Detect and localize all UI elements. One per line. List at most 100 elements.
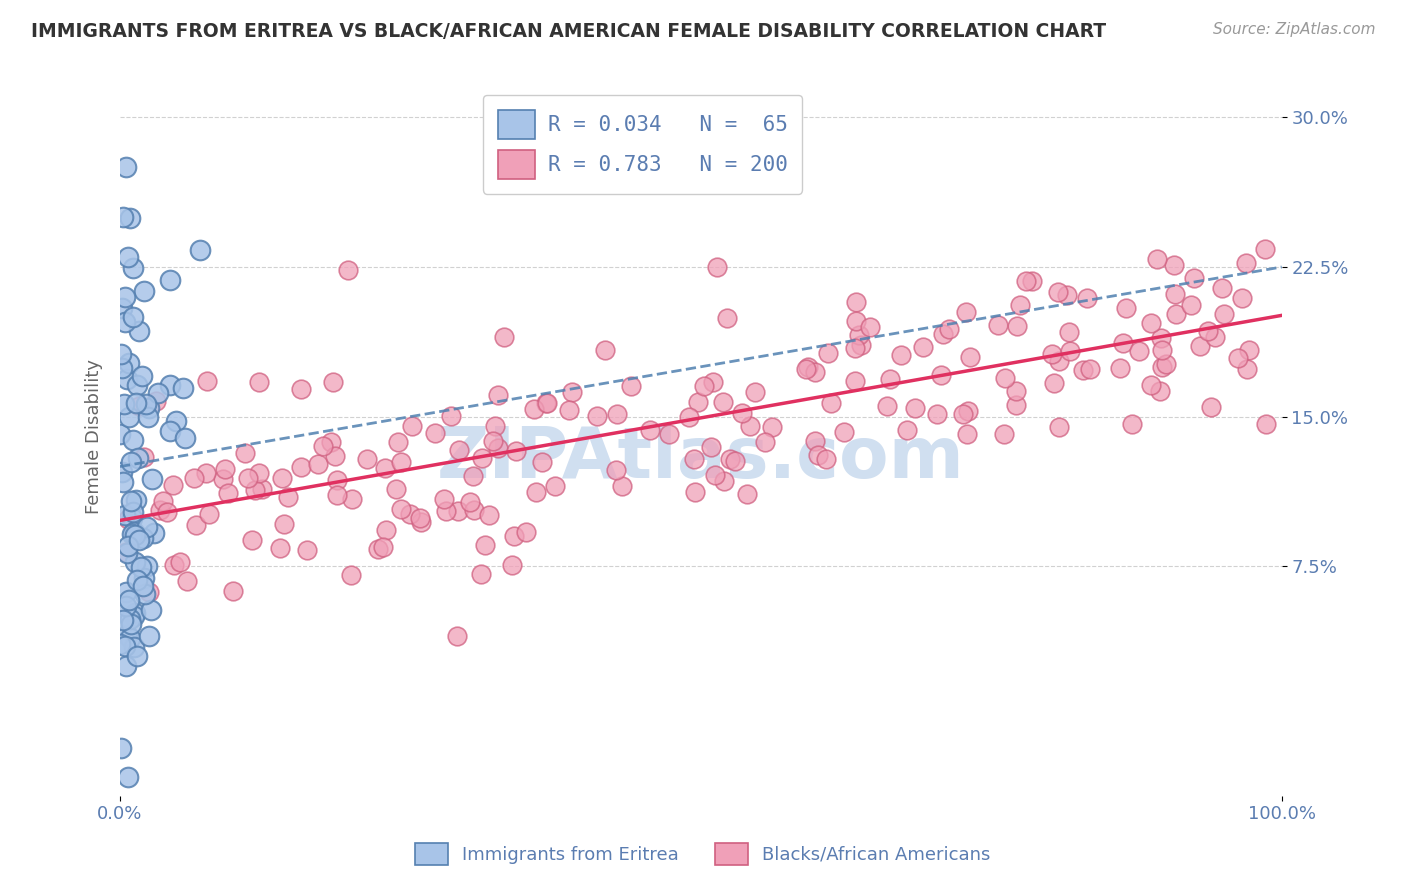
Point [290,383,312,397]
Point [1189,339,1212,353]
Point [724,454,747,468]
Point [858,319,880,334]
Point [832,425,855,440]
Point [371,540,394,554]
Point [325,487,347,501]
Point [121,526,143,541]
Point [820,395,842,409]
Point [321,435,343,450]
Point [463,469,485,483]
Point [896,423,918,437]
Point [544,479,567,493]
Point [702,376,724,390]
Point [515,524,537,539]
Point [929,368,952,382]
Point [804,434,827,448]
Point [125,492,148,507]
Point [110,426,132,441]
Point [754,434,776,449]
Point [118,356,141,370]
Point [1059,344,1081,359]
Point [195,375,218,389]
Point [236,470,259,484]
Point [1230,291,1253,305]
Point [108,637,131,651]
Point [115,628,138,642]
Point [290,460,312,475]
Point [440,409,463,424]
Point [135,397,157,411]
Point [118,410,141,425]
Point [159,424,181,438]
Point [159,273,181,287]
Point [1040,347,1063,361]
Point [486,388,509,402]
Point [118,593,141,607]
Point [114,315,136,329]
Point [879,372,901,386]
Point [848,328,870,343]
Point [956,403,979,417]
Point [620,379,643,393]
Point [713,475,735,489]
Point [152,494,174,508]
Point [115,546,138,560]
Point [146,386,169,401]
Point [172,381,194,395]
Point [401,419,423,434]
Point [138,584,160,599]
Point [560,384,582,399]
Point [1146,252,1168,266]
Point [803,365,825,379]
Point [1227,351,1250,365]
Point [124,396,146,410]
Point [1152,343,1174,358]
Point [132,571,155,585]
Point [1121,417,1143,431]
Point [163,558,186,572]
Point [127,451,149,466]
Point [744,384,766,399]
Point [323,450,346,464]
Point [447,504,470,518]
Point [1256,417,1278,431]
Point [114,639,136,653]
Point [134,587,156,601]
Point [111,301,134,315]
Point [117,770,139,784]
Point [1180,297,1202,311]
Point [243,483,266,497]
Point [449,442,471,457]
Point [367,541,389,556]
Point [938,321,960,335]
Point [124,528,146,542]
Point [135,558,157,573]
Point [240,533,263,548]
Point [486,441,509,455]
Point [128,399,150,413]
Point [1059,325,1081,339]
Point [904,401,927,415]
Point [956,426,979,441]
Point [114,290,136,304]
Point [174,431,197,445]
Point [112,613,135,627]
Point [994,371,1017,385]
Point [1164,287,1187,301]
Point [141,472,163,486]
Point [398,507,420,521]
Point [1047,354,1070,368]
Point [115,372,138,386]
Point [211,472,233,486]
Point [606,407,628,421]
Point [1254,242,1277,256]
Point [501,558,523,572]
Point [156,505,179,519]
Point [118,631,141,645]
Point [1115,301,1137,316]
Point [307,457,329,471]
Point [247,466,270,480]
Point [585,409,607,423]
Point [1150,331,1173,345]
Point [131,369,153,384]
